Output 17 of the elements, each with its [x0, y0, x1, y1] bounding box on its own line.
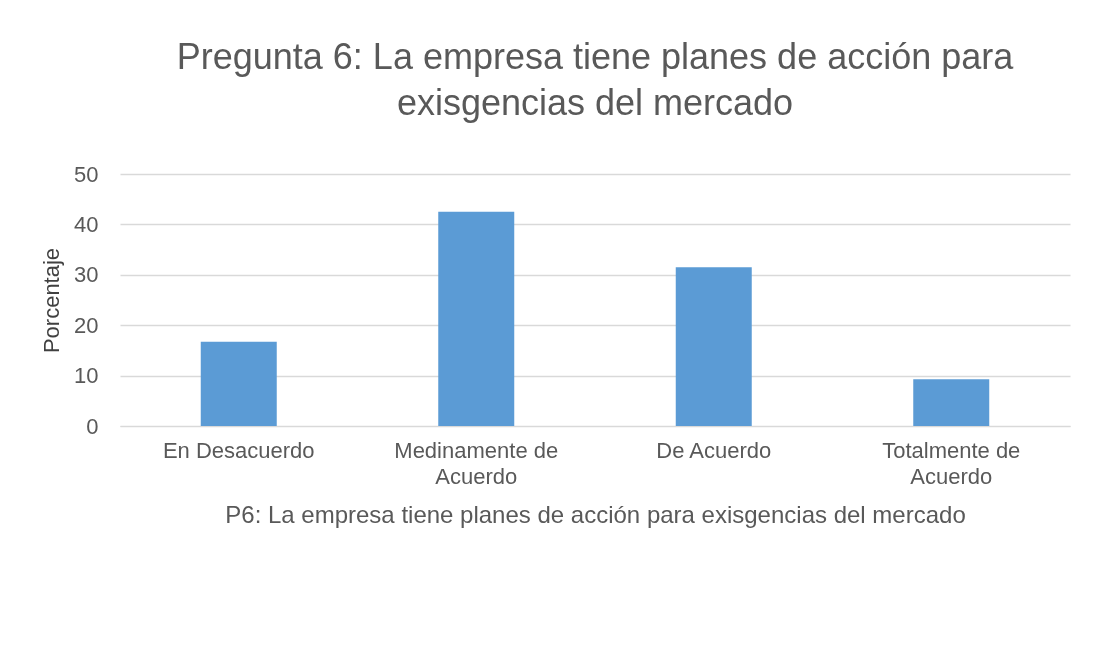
y-tick-label: 40	[74, 211, 99, 237]
y-tick-label: 30	[74, 262, 99, 288]
x-tick-label: De Acuerdo	[656, 437, 772, 463]
bar	[675, 267, 752, 426]
y-axis-title: Porcentaje	[39, 247, 65, 354]
x-axis-title: P6: La empresa tiene planes de acción para exisgencias del mercado	[225, 500, 966, 528]
bar	[200, 341, 277, 426]
x-tick-label: Totalmente de Acuerdo	[882, 437, 1021, 489]
y-tick-label: 20	[74, 312, 99, 338]
x-tick-label: En Desacuerdo	[162, 437, 315, 463]
y-tick-label: 50	[74, 161, 99, 187]
bar	[913, 379, 990, 426]
y-tick-label: 0	[86, 413, 99, 439]
chart-title: Pregunta 6: La empresa tiene planes de acción para exisgencias del mercado	[176, 36, 1015, 123]
bar	[438, 211, 515, 426]
x-tick-label: Medinamente de Acuerdo	[394, 437, 559, 489]
y-tick-label: 10	[74, 363, 99, 389]
